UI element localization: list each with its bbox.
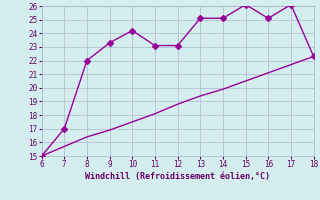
X-axis label: Windchill (Refroidissement éolien,°C): Windchill (Refroidissement éolien,°C)	[85, 172, 270, 181]
